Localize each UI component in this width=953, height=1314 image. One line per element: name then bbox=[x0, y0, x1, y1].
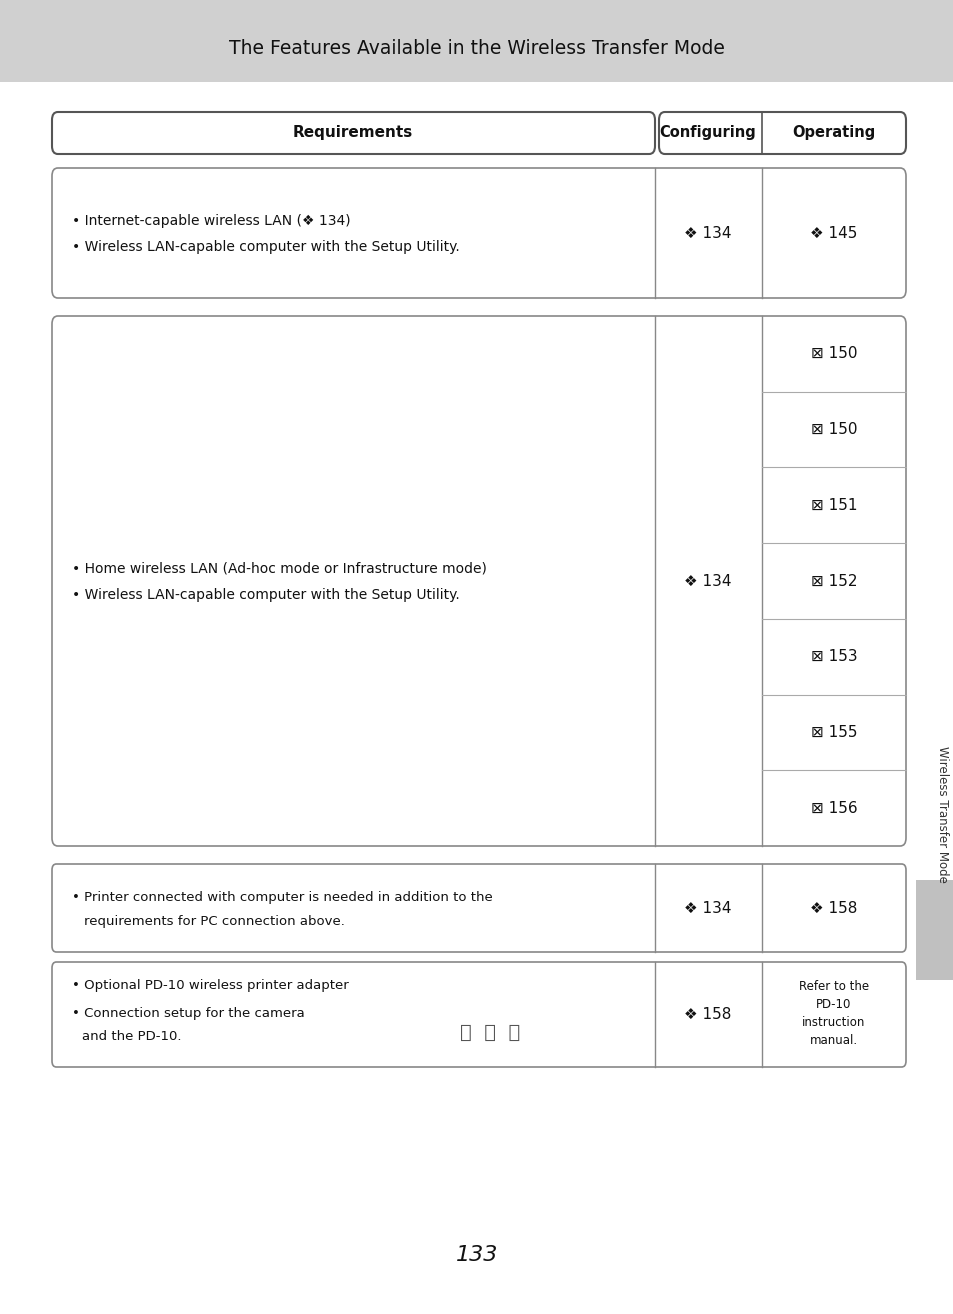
Text: Refer to the
PD-10
instruction
manual.: Refer to the PD-10 instruction manual. bbox=[798, 980, 868, 1047]
Text: ⊠ 156: ⊠ 156 bbox=[810, 800, 857, 816]
Bar bbox=[0, 0, 953, 81]
Text: ⊠ 152: ⊠ 152 bbox=[810, 573, 857, 589]
Text: ❖ 134: ❖ 134 bbox=[683, 900, 731, 916]
Text: ❖ 158: ❖ 158 bbox=[683, 1007, 731, 1021]
Text: • Wireless LAN-capable computer with the Setup Utility.: • Wireless LAN-capable computer with the… bbox=[71, 587, 459, 602]
Text: ⊠ 150: ⊠ 150 bbox=[810, 347, 857, 361]
Text: Wireless Transfer Mode: Wireless Transfer Mode bbox=[935, 746, 948, 883]
Text: ❖ 134: ❖ 134 bbox=[683, 573, 731, 589]
Text: 133: 133 bbox=[456, 1244, 497, 1265]
Text: • Printer connected with computer is needed in addition to the: • Printer connected with computer is nee… bbox=[71, 891, 493, 904]
FancyBboxPatch shape bbox=[52, 315, 905, 846]
Text: Operating: Operating bbox=[792, 126, 875, 141]
Text: ⊠ 155: ⊠ 155 bbox=[810, 725, 857, 740]
Text: • Internet-capable wireless LAN (❖ 134): • Internet-capable wireless LAN (❖ 134) bbox=[71, 214, 351, 229]
Text: 📠  📞  🖨: 📠 📞 🖨 bbox=[459, 1022, 519, 1042]
Text: • Wireless LAN-capable computer with the Setup Utility.: • Wireless LAN-capable computer with the… bbox=[71, 240, 459, 254]
Bar bbox=[915, 880, 953, 980]
FancyBboxPatch shape bbox=[52, 865, 905, 953]
Text: ❖ 158: ❖ 158 bbox=[809, 900, 857, 916]
Text: The Features Available in the Wireless Transfer Mode: The Features Available in the Wireless T… bbox=[229, 38, 724, 58]
Text: ⊠ 151: ⊠ 151 bbox=[810, 498, 857, 512]
FancyBboxPatch shape bbox=[52, 112, 655, 154]
FancyBboxPatch shape bbox=[52, 962, 905, 1067]
FancyBboxPatch shape bbox=[52, 168, 905, 298]
Text: ⊠ 153: ⊠ 153 bbox=[810, 649, 857, 664]
Text: Requirements: Requirements bbox=[293, 126, 413, 141]
FancyBboxPatch shape bbox=[659, 112, 905, 154]
Text: • Optional PD-10 wireless printer adapter: • Optional PD-10 wireless printer adapte… bbox=[71, 979, 349, 992]
Text: requirements for PC connection above.: requirements for PC connection above. bbox=[84, 915, 345, 928]
Text: ❖ 134: ❖ 134 bbox=[683, 226, 731, 240]
Text: and the PD-10.: and the PD-10. bbox=[82, 1029, 181, 1042]
Text: Configuring: Configuring bbox=[659, 126, 756, 141]
Text: • Connection setup for the camera: • Connection setup for the camera bbox=[71, 1008, 304, 1021]
Text: • Home wireless LAN (Ad-hoc mode or Infrastructure mode): • Home wireless LAN (Ad-hoc mode or Infr… bbox=[71, 562, 486, 576]
Text: ❖ 145: ❖ 145 bbox=[809, 226, 857, 240]
Text: ⊠ 150: ⊠ 150 bbox=[810, 422, 857, 438]
